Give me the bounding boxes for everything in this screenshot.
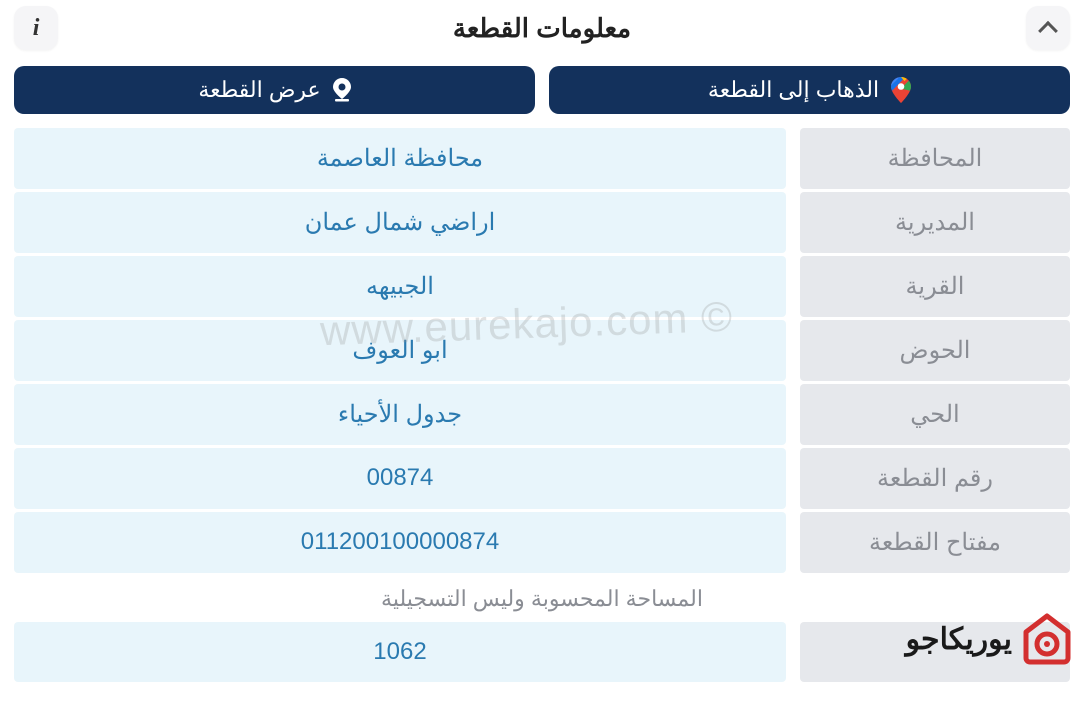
maps-pin-icon <box>891 77 911 103</box>
go-to-plot-label: الذهاب إلى القطعة <box>708 77 879 103</box>
show-plot-label: عرض القطعة <box>198 77 320 103</box>
chevron-up-icon <box>1038 21 1058 41</box>
header: معلومات القطعة i <box>0 0 1084 56</box>
row-value: محافظة العاصمة <box>14 128 786 189</box>
info-table: المحافظة محافظة العاصمة المديرية اراضي ش… <box>0 128 1084 682</box>
table-row: الحي جدول الأحياء <box>14 384 1070 445</box>
action-buttons-row: الذهاب إلى القطعة عرض القطعة <box>0 56 1084 128</box>
go-to-plot-button[interactable]: الذهاب إلى القطعة <box>549 66 1070 114</box>
info-button[interactable]: i <box>14 6 58 50</box>
row-value: 00874 <box>14 448 786 509</box>
table-row: المحافظة محافظة العاصمة <box>14 128 1070 189</box>
logo-icon <box>1018 610 1076 668</box>
row-value: 011200100000874 <box>14 512 786 573</box>
location-pin-icon <box>333 78 351 102</box>
collapse-button[interactable] <box>1026 6 1070 50</box>
page-title: معلومات القطعة <box>453 13 631 44</box>
row-value: اراضي شمال عمان <box>14 192 786 253</box>
row-label: رقم القطعة <box>800 448 1070 509</box>
row-value: جدول الأحياء <box>14 384 786 445</box>
table-row: مفتاح القطعة 011200100000874 <box>14 512 1070 573</box>
row-value: ابو العوف <box>14 320 786 381</box>
row-label: المديرية <box>800 192 1070 253</box>
logo-text: يوريكاجو <box>906 622 1012 657</box>
row-value: الجبيهه <box>14 256 786 317</box>
row-label: الحوض <box>800 320 1070 381</box>
table-row: الحوض ابو العوف <box>14 320 1070 381</box>
show-plot-button[interactable]: عرض القطعة <box>14 66 535 114</box>
row-label: المحافظة <box>800 128 1070 189</box>
row-value: 1062 <box>14 622 786 682</box>
info-icon: i <box>33 15 40 42</box>
row-label: مفتاح القطعة <box>800 512 1070 573</box>
row-label: الحي <box>800 384 1070 445</box>
table-row: القرية الجبيهه <box>14 256 1070 317</box>
table-row: رقم القطعة 00874 <box>14 448 1070 509</box>
site-logo: يوريكاجو <box>898 606 1084 672</box>
table-row: المديرية اراضي شمال عمان <box>14 192 1070 253</box>
row-label: القرية <box>800 256 1070 317</box>
